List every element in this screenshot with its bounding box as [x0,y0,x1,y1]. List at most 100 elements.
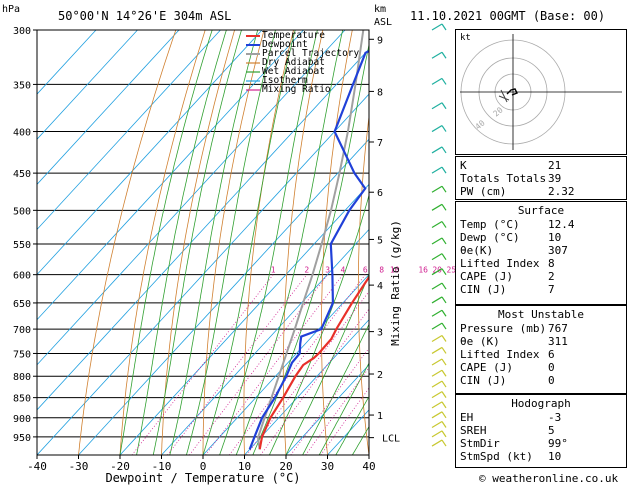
legend-item: Isotherm [262,75,308,86]
index-label: θe (K) [460,335,500,348]
wind-barb [431,185,443,193]
wind-barb [431,391,443,399]
index-value: 767 [548,322,568,335]
wind-barb-flag [441,282,447,290]
index-row: K 21 [456,159,626,172]
index-value: 21 [548,159,562,172]
index-row: PW (cm) 2.32 [456,185,626,198]
wind-barb-flag [441,358,447,366]
wet-adiabat-line [202,30,296,455]
isotherm-line [37,30,180,185]
km-unit-label: km [374,4,387,15]
wind-barb-flag [441,335,447,342]
km-tick-label: 2 [377,370,383,381]
index-label: CIN (J) [460,374,507,387]
mixing-ratio-axis-title: Mixing Ratio (g/kg) [389,220,402,346]
wind-barb-flag [441,421,447,428]
index-value: 6 [548,348,555,361]
pressure-tick-label: 500 [13,206,31,217]
hodograph-stats-panel: Hodograph EH -3 SREH 5 StmDir 99° StmSpd (kt) 1… [455,394,627,468]
pressure-tick-label: 600 [13,271,31,282]
wind-barb [431,23,443,31]
wet-adiabat-line [285,273,369,455]
x-tick-label: 20 [279,460,292,473]
wind-barb [431,77,443,85]
wind-barb [431,146,443,154]
mixing-ratio-line [320,387,369,455]
index-row: θe (K) 311 [456,335,626,348]
index-row: Lifted Index 8 [456,257,626,270]
lcl-label: LCL [382,434,400,445]
x-tick-label: 0 [200,460,207,473]
index-row: EH -3 [456,411,626,424]
isotherm-line [285,364,369,455]
wind-barb-flag [441,380,447,388]
wind-barb-flag [441,391,447,398]
pressure-tick-label: 750 [13,349,31,360]
wind-barb-flag [441,309,447,317]
index-row: CIN (J) 0 [456,374,626,387]
pressure-tick-label: 550 [13,240,31,251]
hodograph-unit-label: kt [460,33,471,43]
index-row: CAPE (J) 0 [456,361,626,374]
index-label: CAPE (J) [460,361,513,374]
wet-adiabat-line [335,395,369,455]
mixing-ratio-label: 16 [418,266,428,275]
wet-adiabat-line [235,30,344,455]
pressure-tick-label: 700 [13,325,31,336]
wind-barb-flag [441,51,447,59]
wind-barb [431,358,443,366]
wind-barb [431,346,443,354]
wind-barb-flag [441,166,447,174]
wind-barb-flag [441,268,447,276]
dry-adiabat-line [429,30,452,455]
x-tick-label: 40 [362,460,375,473]
wind-barb [431,221,443,229]
index-value: 2 [548,270,555,283]
temperature-profile [258,275,369,450]
wind-barb [431,203,443,211]
pressure-tick-label: 650 [13,299,31,310]
location-title: 50°00'N 14°26'E 304m ASL [58,9,232,23]
surface-panel: Surface Temp (°C) 12.4 Dewp (°C) 10 θe(K) 307… [455,201,627,305]
index-value: 2.32 [548,185,575,198]
mixing-ratio-line [305,367,369,455]
index-value: 39 [548,172,562,185]
dry-adiabat-line [78,30,177,455]
hodograph-panel: 20 40 kt [455,29,627,155]
wind-barb [431,322,443,330]
x-tick-label: 30 [321,460,334,473]
pressure-tick-label: 450 [13,169,31,180]
index-value: 311 [548,335,568,348]
legend-item: Temperature [262,30,325,41]
x-tick-label: -30 [69,460,89,473]
km-tick-label: 6 [377,188,383,199]
mixing-ratio-label: 10 [390,266,400,275]
dry-adiabat-line [357,113,369,455]
wind-barb-flag [441,439,447,447]
wind-barb [431,282,443,290]
wind-barb-flag [441,185,447,193]
wet-adiabat-line [136,30,227,455]
mixing-ratio-label: 20 [432,266,442,275]
km-tick-label: 5 [377,235,383,246]
mixing-ratio-label: 2 [304,266,309,275]
wind-barb-flag [441,203,447,211]
index-label: Lifted Index [460,348,540,361]
index-row: SREH 5 [456,424,626,437]
dry-adiabat-line [320,30,353,455]
isotherm-line [37,30,221,231]
index-label: Totals Totals [460,172,547,185]
mixing-ratio-label: 8 [379,266,384,275]
index-row: Dewp (°C) 10 [456,231,626,244]
mixing-ratio-line [205,274,344,455]
index-value: 0 [548,361,555,374]
wind-barb [431,102,443,110]
isotherm-line [37,30,138,140]
pressure-tick-label: 900 [13,414,31,425]
mixing-ratio-line [290,347,369,455]
wind-barb-flag [441,146,447,154]
wind-barb-flag [441,430,447,438]
